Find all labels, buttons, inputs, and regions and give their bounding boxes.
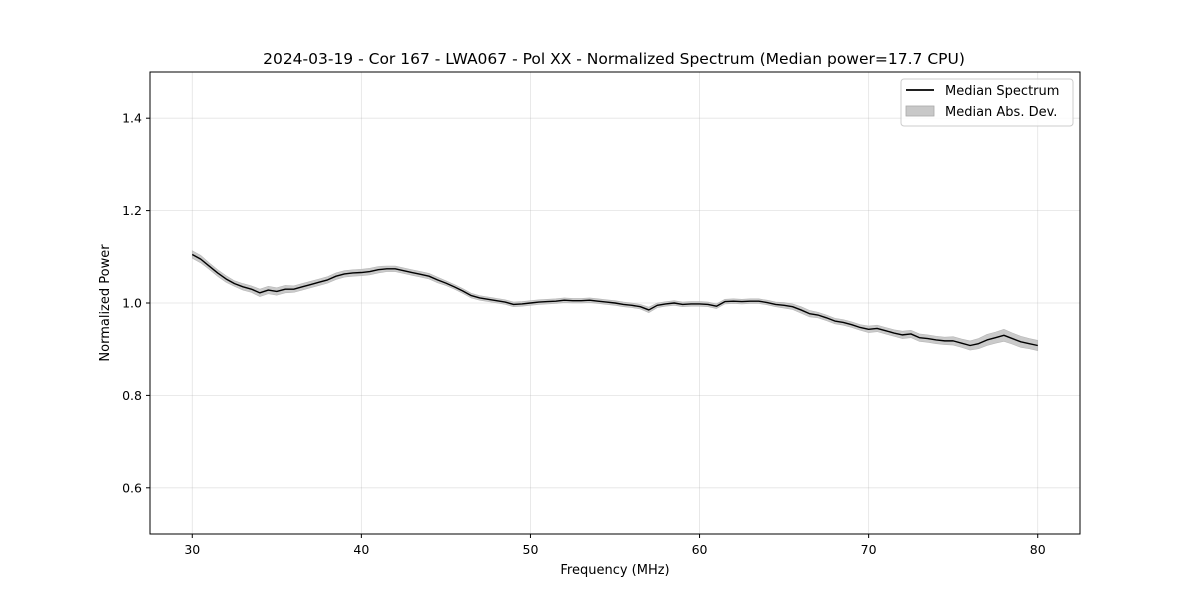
legend-band-swatch xyxy=(905,105,935,117)
y-axis-ticks: 0.6 0.8 1.0 1.2 1.4 xyxy=(122,111,150,495)
x-tick-label-50: 50 xyxy=(523,542,539,557)
x-tick-label-40: 40 xyxy=(353,542,369,557)
y-axis-label: Normalized Power xyxy=(98,244,113,362)
legend-label-median-abs-dev: Median Abs. Dev. xyxy=(945,105,1057,120)
mad-band-layer xyxy=(191,250,1039,351)
x-tick-label-80: 80 xyxy=(1030,542,1046,557)
median-abs-dev-band xyxy=(191,250,1039,351)
median-line-layer xyxy=(191,253,1038,347)
y-tick-label-1.4: 1.4 xyxy=(122,111,142,126)
x-tick-label-30: 30 xyxy=(184,542,200,557)
x-axis-ticks: 30 40 50 60 70 80 xyxy=(184,534,1046,557)
x-tick-label-60: 60 xyxy=(692,542,708,557)
x-tick-label-70: 70 xyxy=(861,542,877,557)
y-tick-label-0.6: 0.6 xyxy=(122,480,142,495)
median-spectrum-line xyxy=(191,253,1038,347)
legend: Median Spectrum Median Abs. Dev. xyxy=(900,78,1074,127)
legend-frame xyxy=(900,78,1074,127)
legend-label-median-spectrum: Median Spectrum xyxy=(945,84,1059,99)
y-tick-label-0.8: 0.8 xyxy=(122,388,142,403)
chart-title: 2024-03-19 - Cor 167 - LWA067 - Pol XX -… xyxy=(263,50,965,68)
x-axis-label: Frequency (MHz) xyxy=(560,563,669,578)
y-tick-label-1.2: 1.2 xyxy=(122,203,142,218)
y-tick-label-1.0: 1.0 xyxy=(122,296,142,311)
